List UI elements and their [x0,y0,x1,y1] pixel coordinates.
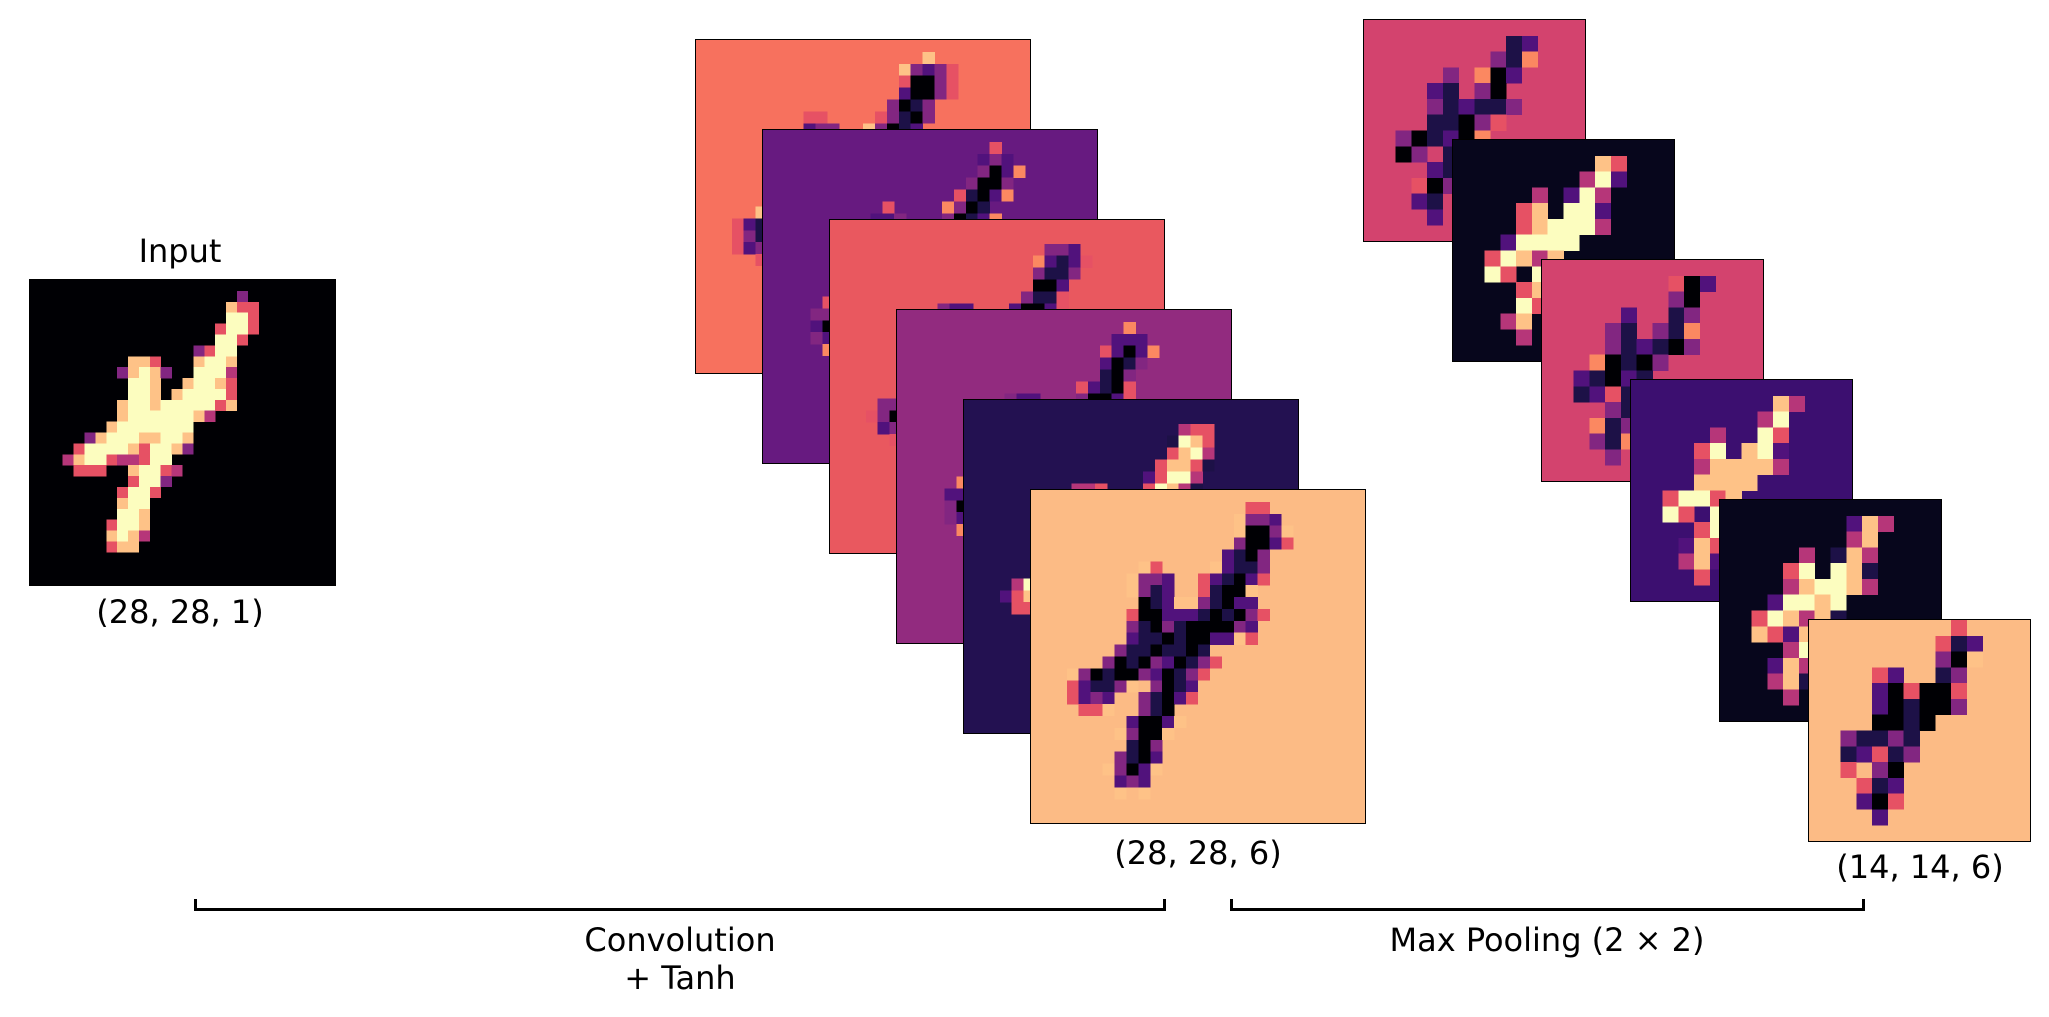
input-title: Input [138,232,222,270]
input-shape-label: (28, 28, 1) [96,593,264,631]
pool-shape-label: (14, 14, 6) [1836,848,2004,886]
pool-bracket [1230,899,1865,911]
conv-feature-map-6 [1030,489,1366,824]
pool-feature-map-6 [1808,619,2031,842]
input-image [29,279,336,586]
conv-bracket [194,899,1166,911]
conv-shape-label: (28, 28, 6) [1114,834,1282,872]
pool-stage-label: Max Pooling (2 × 2) [1389,921,1705,959]
conv-stage-label-line2: + Tanh [624,959,736,997]
conv-stage-label-line1: Convolution [584,921,776,959]
